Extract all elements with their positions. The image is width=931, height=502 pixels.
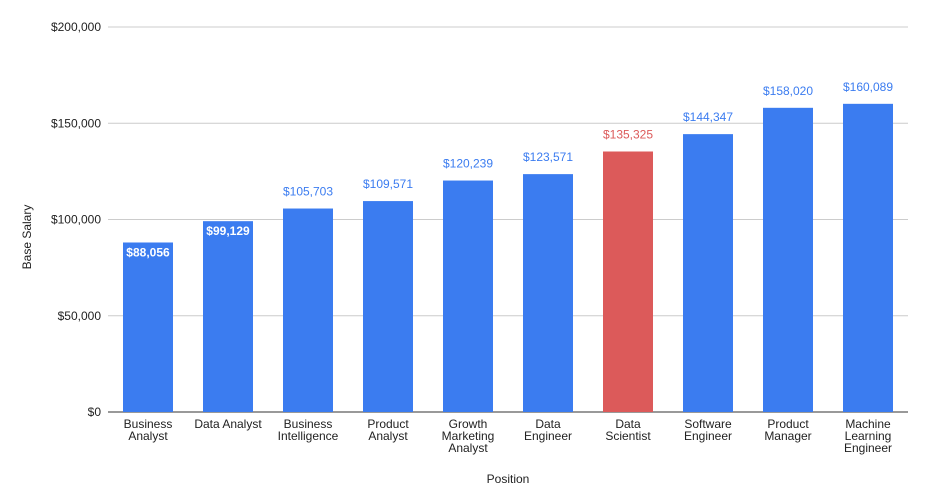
- bar: [123, 242, 173, 412]
- bar: [603, 151, 653, 412]
- data-label: $105,703: [283, 185, 333, 199]
- data-label: $88,056: [126, 245, 170, 259]
- bar: [763, 107, 813, 413]
- x-tick-label: Product Manager: [764, 417, 811, 443]
- data-label: $144,347: [683, 110, 733, 124]
- data-label: $123,571: [523, 150, 573, 164]
- x-tick-label: Data Scientist: [605, 417, 651, 443]
- y-tick-label: $0: [88, 405, 102, 419]
- bars: [123, 103, 893, 413]
- x-tick-label: Data Analyst: [194, 417, 262, 431]
- bar: [843, 103, 893, 412]
- y-axis-title: Base Salary: [20, 205, 34, 270]
- x-tick-label: Growth Marketing Analyst: [442, 417, 495, 455]
- data-label: $135,325: [603, 127, 653, 141]
- x-tick-label: Business Intelligence: [278, 417, 339, 443]
- data-labels: $88,056 $99,129 $105,703 $109,571 $120,239 $1…: [126, 80, 893, 260]
- bar: [443, 180, 493, 412]
- data-label: $160,089: [843, 80, 893, 94]
- x-tick-label: Machine Learning Engineer: [844, 417, 892, 455]
- data-label: $120,239: [443, 157, 493, 171]
- bar: [203, 221, 253, 412]
- x-axis-title: Position: [487, 472, 530, 486]
- y-axis-tick-labels: $0 $50,000 $100,000 $150,000 $200,000: [51, 20, 101, 419]
- data-label: $99,129: [206, 224, 250, 238]
- y-tick-label: $50,000: [58, 309, 102, 323]
- data-label: $109,571: [363, 177, 413, 191]
- y-tick-label: $200,000: [51, 20, 101, 34]
- bar: [283, 208, 333, 412]
- x-tick-label: Software Engineer: [684, 417, 732, 443]
- bar: [683, 134, 733, 412]
- bar: [363, 201, 413, 412]
- x-axis-tick-labels: Business Analyst Data Analyst Business Intel…: [124, 417, 892, 455]
- y-tick-label: $100,000: [51, 213, 101, 227]
- x-tick-label: Data Engineer: [524, 417, 572, 443]
- data-label: $158,020: [763, 84, 813, 98]
- x-tick-label: Business Analyst: [124, 417, 173, 443]
- bar: [523, 174, 573, 412]
- x-tick-label: Product Analyst: [367, 417, 409, 443]
- y-tick-label: $150,000: [51, 116, 101, 130]
